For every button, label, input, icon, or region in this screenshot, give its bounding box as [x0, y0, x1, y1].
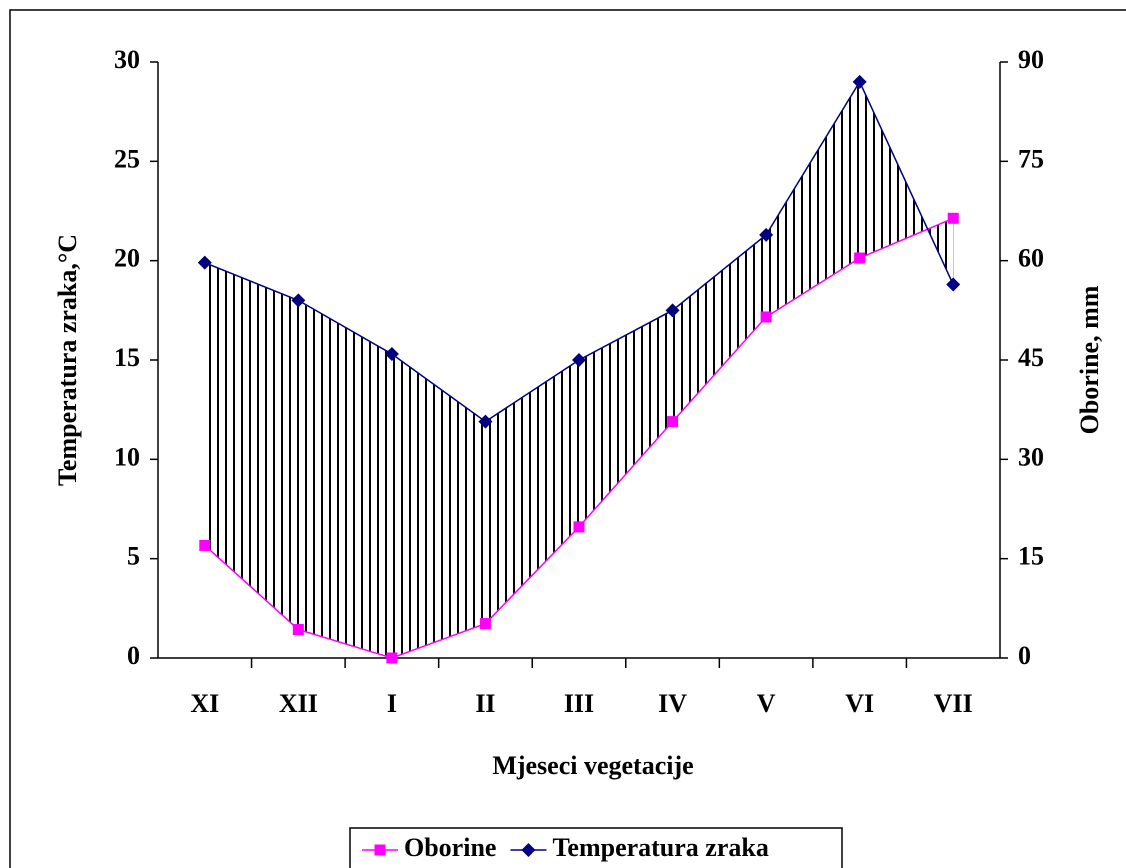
chart-frame — [9, 9, 1126, 868]
legend-marker — [374, 844, 386, 856]
y2-tick-label: 90 — [1018, 45, 1044, 74]
x-tick-label: V — [757, 689, 776, 718]
y-tick-label: 30 — [114, 45, 140, 74]
y2-tick-label: 75 — [1018, 144, 1044, 173]
x-axis-label: Mjeseci vegetacije — [492, 751, 693, 780]
y2-axis-label: Oborine, mm — [1075, 285, 1104, 434]
data-point — [478, 414, 493, 429]
x-tick-label: I — [387, 689, 397, 718]
y-axis-label: Temperatura zraka,°C — [53, 234, 82, 486]
x-tick-label: VI — [845, 689, 874, 718]
data-point — [197, 255, 212, 270]
data-point — [572, 353, 586, 367]
legend-label: Oborine — [404, 833, 496, 862]
data-point — [854, 252, 866, 264]
data-point — [573, 521, 585, 533]
data-point — [667, 416, 679, 428]
x-tick-label: IV — [658, 689, 687, 718]
data-point — [386, 652, 398, 664]
x-tick-label: VII — [934, 689, 973, 718]
y-tick-label: 20 — [114, 244, 140, 273]
x-tick-label: XI — [190, 689, 219, 718]
data-point — [292, 624, 304, 636]
y2-tick-label: 30 — [1018, 442, 1044, 471]
x-tick-label: III — [564, 689, 594, 718]
data-point — [199, 539, 211, 551]
x-tick-label: II — [475, 689, 495, 718]
data-point — [759, 227, 774, 242]
legend-label: Temperatura zraka — [552, 833, 768, 862]
arid-hatch — [204, 81, 954, 658]
data-point — [479, 618, 491, 630]
y2-tick-label: 45 — [1018, 343, 1044, 372]
legend-box — [349, 827, 843, 868]
data-point — [384, 347, 399, 362]
data-point — [665, 303, 680, 318]
y2-tick-label: 15 — [1018, 542, 1044, 571]
y-tick-label: 0 — [127, 641, 140, 670]
data-point — [760, 311, 772, 323]
y2-tick-label: 60 — [1018, 244, 1044, 273]
y-tick-label: 10 — [114, 442, 140, 471]
legend-marker — [521, 843, 536, 857]
x-tick-label: XII — [279, 689, 318, 718]
y-tick-label: 25 — [114, 144, 140, 173]
y2-tick-label: 0 — [1018, 641, 1031, 670]
data-point — [852, 74, 867, 89]
data-point — [946, 277, 961, 292]
y-tick-label: 15 — [114, 343, 140, 372]
data-point — [947, 212, 959, 224]
data-point — [291, 293, 306, 308]
y-tick-label: 5 — [127, 542, 140, 571]
